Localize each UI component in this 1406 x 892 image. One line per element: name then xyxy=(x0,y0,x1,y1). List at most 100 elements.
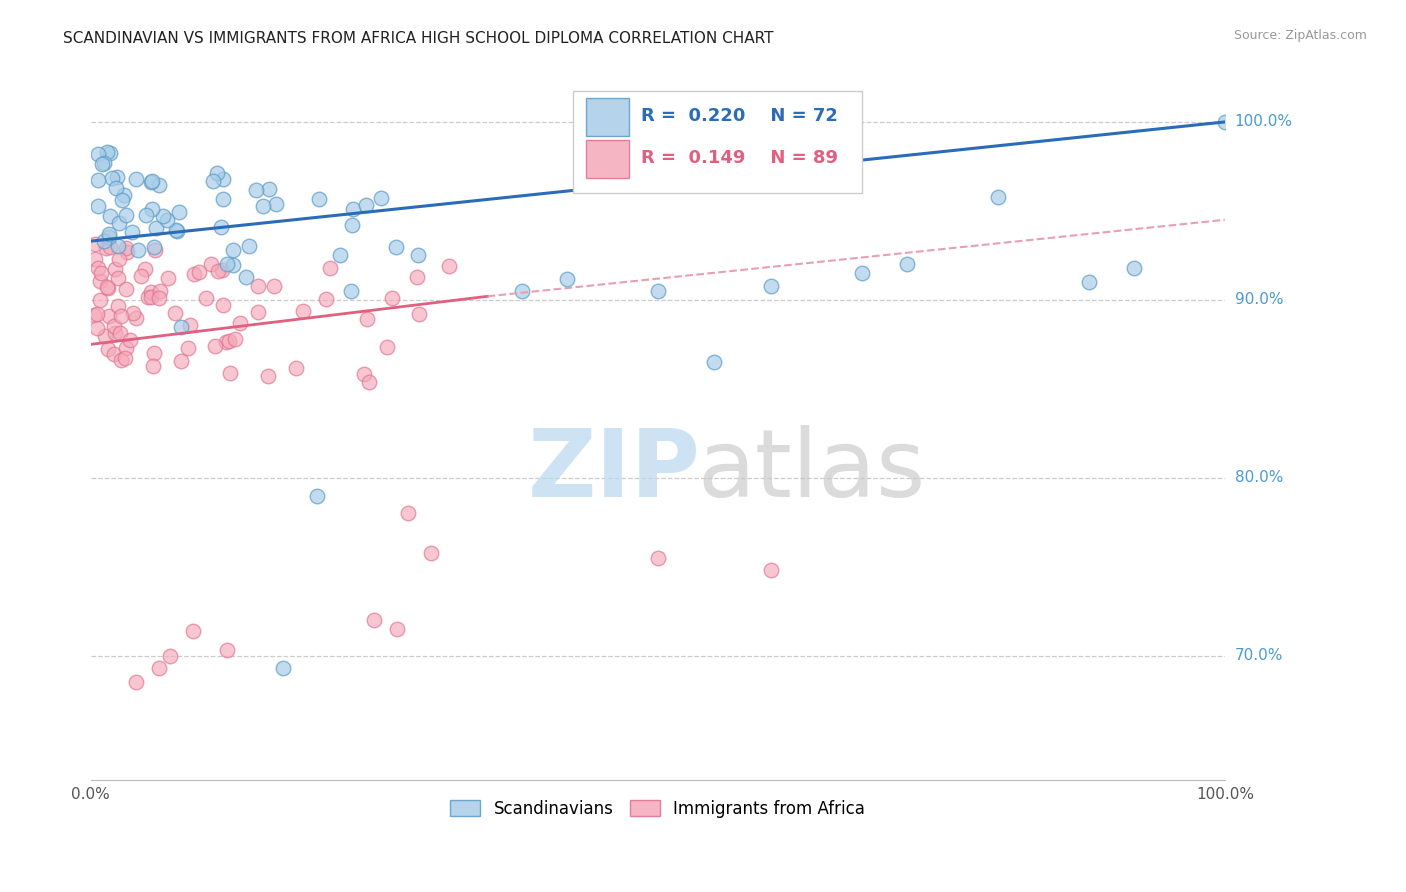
Text: ZIP: ZIP xyxy=(527,425,700,517)
Point xyxy=(187,265,209,279)
Point xyxy=(87,261,110,276)
FancyBboxPatch shape xyxy=(586,98,630,136)
Point xyxy=(370,190,392,204)
Point xyxy=(141,202,163,216)
Text: 70.0%: 70.0% xyxy=(1234,648,1282,664)
Point xyxy=(84,252,107,266)
Point xyxy=(759,278,782,293)
Point xyxy=(108,217,131,231)
Point xyxy=(100,240,122,254)
Text: R =  0.149    N = 89: R = 0.149 N = 89 xyxy=(641,149,838,168)
Text: Source: ZipAtlas.com: Source: ZipAtlas.com xyxy=(1233,29,1367,42)
Point xyxy=(419,545,441,559)
Point xyxy=(207,264,229,278)
Point xyxy=(129,269,152,284)
Point xyxy=(86,308,108,322)
Point xyxy=(342,202,364,216)
Point xyxy=(212,192,235,206)
Point xyxy=(340,285,363,299)
Point xyxy=(142,345,165,359)
Point xyxy=(141,174,163,188)
Point xyxy=(181,624,204,638)
Point xyxy=(308,192,330,206)
Legend: Scandinavians, Immigrants from Africa: Scandinavians, Immigrants from Africa xyxy=(443,793,872,825)
Point xyxy=(114,282,136,296)
Point xyxy=(703,355,725,369)
Point xyxy=(987,189,1010,203)
Point xyxy=(148,661,170,675)
Point xyxy=(245,183,267,197)
Point xyxy=(125,675,148,690)
Point xyxy=(156,271,179,285)
Point xyxy=(107,299,129,313)
Point xyxy=(148,178,170,192)
Point xyxy=(215,643,238,657)
Point xyxy=(246,279,269,293)
Point xyxy=(195,291,218,305)
Point xyxy=(247,305,270,319)
Point xyxy=(201,174,224,188)
Point xyxy=(408,307,430,321)
Point xyxy=(105,169,128,184)
Point xyxy=(110,352,132,367)
Point xyxy=(114,341,136,355)
Point xyxy=(396,507,419,521)
Point xyxy=(122,306,145,320)
Point xyxy=(114,351,136,365)
Point xyxy=(87,147,110,161)
Point xyxy=(98,227,121,241)
Point xyxy=(238,239,260,253)
Point xyxy=(115,245,138,260)
Point xyxy=(224,332,246,346)
Point xyxy=(83,308,105,322)
Point xyxy=(209,220,232,235)
Point xyxy=(110,326,132,340)
Point xyxy=(111,194,134,208)
Point xyxy=(381,291,404,305)
Point xyxy=(555,271,578,285)
FancyBboxPatch shape xyxy=(572,92,862,194)
Point xyxy=(104,326,127,340)
Point xyxy=(143,243,166,257)
Point xyxy=(134,262,156,277)
Point xyxy=(89,274,111,288)
Point xyxy=(200,257,222,271)
FancyBboxPatch shape xyxy=(586,140,630,178)
Text: R =  0.220    N = 72: R = 0.220 N = 72 xyxy=(641,107,838,125)
Point xyxy=(152,210,174,224)
Point xyxy=(211,263,233,277)
Point xyxy=(222,258,245,272)
Point xyxy=(510,284,533,298)
Point xyxy=(222,243,245,257)
Point xyxy=(96,342,118,356)
Point xyxy=(135,208,157,222)
Point xyxy=(103,319,125,334)
Point xyxy=(205,166,228,180)
Point xyxy=(406,248,429,262)
Point xyxy=(319,261,342,276)
Point xyxy=(139,290,162,304)
Point xyxy=(170,354,193,368)
Text: SCANDINAVIAN VS IMMIGRANTS FROM AFRICA HIGH SCHOOL DIPLOMA CORRELATION CHART: SCANDINAVIAN VS IMMIGRANTS FROM AFRICA H… xyxy=(63,31,773,46)
Point xyxy=(143,239,166,253)
Point xyxy=(100,145,122,160)
Point xyxy=(851,266,873,280)
Point xyxy=(136,290,159,304)
Text: 90.0%: 90.0% xyxy=(1234,293,1284,308)
Point xyxy=(219,366,242,380)
Point xyxy=(165,222,187,236)
Point xyxy=(263,279,285,293)
Point xyxy=(93,156,115,170)
Point xyxy=(110,309,132,323)
Point xyxy=(170,319,193,334)
Point xyxy=(108,252,131,267)
Point xyxy=(437,259,460,273)
Point xyxy=(356,311,378,326)
Text: 80.0%: 80.0% xyxy=(1234,470,1282,485)
Point xyxy=(103,347,125,361)
Point xyxy=(89,293,111,307)
Point xyxy=(96,280,118,294)
Point xyxy=(120,334,142,348)
Point xyxy=(179,318,201,333)
Point xyxy=(354,198,377,212)
